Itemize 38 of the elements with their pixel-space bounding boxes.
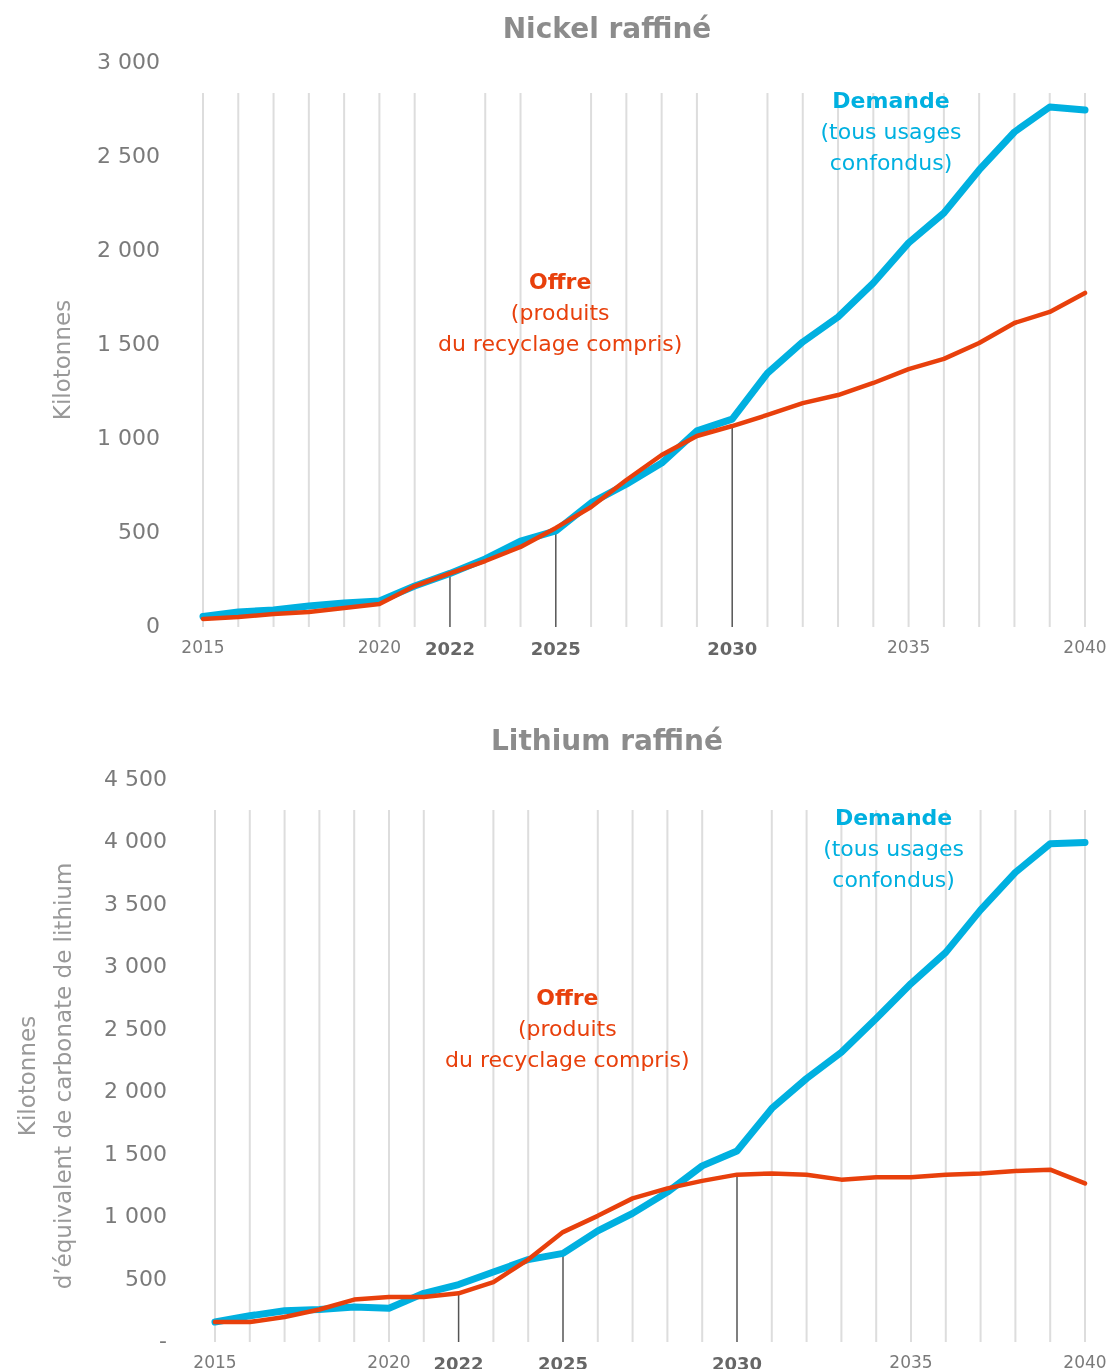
y-tick-label: 2 500 — [97, 143, 160, 168]
y-tick-label: 4 500 — [104, 766, 167, 791]
line-series — [200, 290, 1088, 622]
x-tick-label: 2020 — [357, 637, 402, 657]
y-axis-title: Kilotonnes — [48, 299, 75, 421]
chart-title: Lithium raffiné — [490, 724, 724, 757]
x-tick-label: 2040 — [1063, 1352, 1107, 1369]
x-tick-label: 2035 — [889, 1352, 933, 1369]
y-tick-label: 3 500 — [104, 890, 167, 916]
y-axis-title: Kilotonnes d’équivalent de carbonate de lithium — [13, 862, 76, 1290]
x-tick-label: 2015 — [193, 1352, 237, 1369]
line-series — [212, 1167, 1088, 1325]
y-tick-label: 1 000 — [97, 425, 160, 450]
series-label: Demande (tous usages confondus) — [823, 804, 965, 892]
chart-title: Nickel raffiné — [502, 12, 712, 45]
y-tick-label: 1 000 — [104, 1203, 167, 1229]
y-tick-label: 1 500 — [104, 1140, 167, 1166]
y-tick-label: 3 000 — [97, 49, 160, 74]
y-tick-label: 3 000 — [104, 953, 167, 979]
y-tick-label: 4 000 — [104, 828, 167, 854]
x-tick-label: 2030 — [707, 638, 758, 659]
x-tick-label: 2020 — [367, 1352, 411, 1369]
y-tick-label: 2 000 — [104, 1078, 167, 1104]
x-tick-label: 2035 — [886, 637, 931, 657]
y-tick-label: 500 — [118, 519, 160, 544]
text: Offre (produits du recyclage compris) — [437, 268, 683, 356]
series-label: Demande (tous usages confondus) — [820, 88, 962, 176]
x-tick-label: 2040 — [1063, 637, 1107, 657]
x-tick-label: 2022 — [424, 638, 476, 659]
y-tick-label: 0 — [146, 613, 160, 638]
x-tick-label: 2015 — [181, 637, 225, 657]
y-tick-label: - — [159, 1328, 167, 1353]
y-tick-label: 2 500 — [104, 1015, 167, 1041]
text: Offre (produits du recyclage compris) — [445, 984, 690, 1072]
y-tick-label: 2 000 — [97, 237, 160, 262]
y-tick-label: 500 — [125, 1265, 167, 1291]
y-tick-label: 1 500 — [97, 331, 160, 356]
x-tick-label: 2025 — [530, 638, 581, 659]
